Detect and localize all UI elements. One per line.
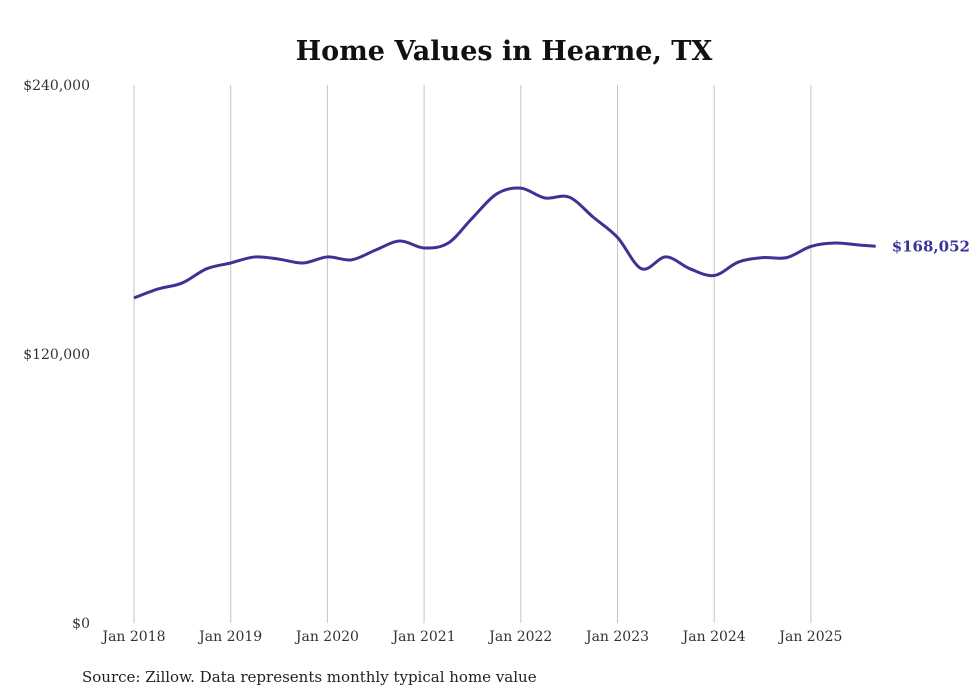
- series-line: [133, 186, 876, 300]
- x-tick-label: Jan 2023: [584, 629, 649, 645]
- x-tick-label: Jan 2021: [391, 629, 456, 645]
- y-tick-label: $120,000: [23, 347, 90, 363]
- chart-title: Home Values in Hearne, TX: [296, 36, 713, 67]
- y-tick-label: $0: [72, 616, 90, 632]
- x-tick-label: Jan 2022: [487, 629, 552, 645]
- source-note: Source: Zillow. Data represents monthly …: [82, 668, 537, 686]
- end-value-label: $168,052: [892, 237, 970, 255]
- y-tick-label: $240,000: [23, 78, 90, 94]
- x-tick-label: Jan 2020: [294, 629, 359, 645]
- x-tick-label: Jan 2018: [100, 629, 165, 645]
- x-tick-label: Jan 2019: [197, 629, 262, 645]
- x-tick-label: Jan 2025: [777, 629, 842, 645]
- x-tick-label: Jan 2024: [681, 629, 746, 645]
